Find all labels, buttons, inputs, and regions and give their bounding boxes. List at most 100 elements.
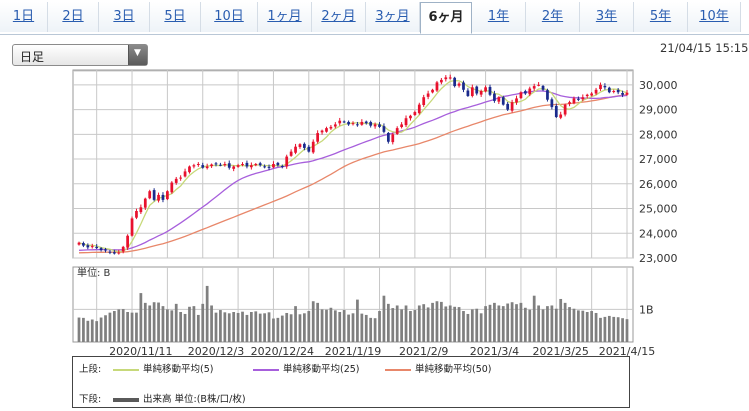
volume-bar bbox=[174, 303, 178, 342]
volume-bar bbox=[581, 310, 585, 342]
tab-13[interactable]: 10年 bbox=[688, 2, 741, 32]
candle-body bbox=[435, 82, 439, 91]
candle-body bbox=[258, 163, 262, 166]
y-tick-label: 27,000 bbox=[639, 153, 678, 166]
volume-bar bbox=[223, 312, 227, 342]
volume-bar bbox=[183, 313, 187, 342]
candle-body bbox=[289, 151, 293, 156]
candle-body bbox=[484, 87, 487, 92]
candle-interval-select[interactable]: 日足 ▼ bbox=[12, 44, 148, 66]
tab-8[interactable]: 6ヶ月 bbox=[420, 2, 472, 34]
candle-body bbox=[493, 93, 496, 101]
candle-body bbox=[532, 86, 536, 89]
candle-body bbox=[188, 166, 191, 173]
y-tick-label: 25,000 bbox=[639, 203, 678, 216]
candle-body bbox=[546, 90, 549, 100]
volume-bar bbox=[519, 302, 523, 342]
x-tick-label: 2021/3/25 bbox=[533, 345, 589, 356]
volume-bar bbox=[192, 306, 196, 342]
candle-body bbox=[307, 146, 311, 152]
volume-bar bbox=[329, 307, 333, 342]
candle-body bbox=[572, 98, 576, 104]
candle-body bbox=[497, 97, 501, 102]
candle-body bbox=[342, 121, 346, 123]
volume-bar bbox=[170, 310, 174, 342]
volume-bar bbox=[444, 306, 448, 342]
candle-body bbox=[612, 91, 616, 93]
volume-bar bbox=[126, 312, 129, 342]
volume-bar bbox=[356, 299, 359, 342]
volume-bar bbox=[139, 293, 143, 342]
volume-bar bbox=[205, 285, 209, 342]
tab-2[interactable]: 3日 bbox=[99, 2, 150, 32]
candle-body bbox=[382, 126, 386, 132]
tab-0[interactable]: 1日 bbox=[0, 2, 48, 32]
legend-lower-label: 下段: bbox=[79, 394, 102, 405]
candle-body bbox=[152, 190, 156, 200]
candle-body bbox=[214, 163, 218, 165]
candle-body bbox=[559, 114, 563, 118]
volume-bar bbox=[342, 310, 346, 342]
candle-body bbox=[616, 89, 620, 93]
volume-bar bbox=[599, 317, 602, 342]
volume-bar bbox=[369, 317, 373, 342]
tab-4[interactable]: 10日 bbox=[201, 2, 258, 32]
x-tick-label: 2020/12/24 bbox=[251, 345, 314, 356]
x-tick-label: 2021/3/4 bbox=[470, 345, 519, 356]
tab-6[interactable]: 2ヶ月 bbox=[312, 2, 366, 32]
tab-1[interactable]: 2日 bbox=[48, 2, 99, 32]
volume-bar bbox=[351, 313, 355, 342]
chart-legend: 上段: 単純移動平均(5) 単純移動平均(25) 単純移動平均(50) 下段: … bbox=[72, 356, 630, 408]
candle-body bbox=[599, 84, 602, 90]
tab-7[interactable]: 3ヶ月 bbox=[366, 2, 420, 32]
volume-bar bbox=[245, 314, 249, 342]
volume-bar bbox=[475, 308, 479, 342]
dropdown-button[interactable]: ▼ bbox=[128, 45, 147, 65]
candle-body bbox=[90, 246, 94, 248]
candle-body bbox=[417, 104, 421, 114]
legend-volume-label: 出来高 単位:(B株/口/枚) bbox=[143, 394, 246, 405]
candle-body bbox=[488, 86, 492, 95]
volume-bar bbox=[108, 312, 112, 342]
candle-body bbox=[519, 92, 523, 99]
volume-bar bbox=[417, 305, 421, 342]
volume-bar bbox=[422, 304, 426, 342]
volume-bar bbox=[303, 313, 306, 342]
candle-body bbox=[130, 218, 134, 236]
tab-9[interactable]: 1年 bbox=[472, 2, 526, 32]
tab-11[interactable]: 3年 bbox=[580, 2, 634, 32]
candle-body bbox=[386, 132, 390, 142]
candle-body bbox=[170, 182, 174, 193]
period-tab-bar: 1日 2日 3日 5日 10日 1ヶ月 2ヶ月 3ヶ月 6ヶ月 1年 2年 3年 5年 10年 bbox=[0, 0, 749, 35]
volume-bar bbox=[99, 317, 103, 342]
candle-body bbox=[104, 249, 107, 251]
candle-body bbox=[117, 252, 121, 254]
candle-body bbox=[320, 130, 324, 133]
candle-body bbox=[196, 164, 200, 165]
tab-10[interactable]: 2年 bbox=[526, 2, 580, 32]
volume-bar bbox=[466, 313, 470, 342]
tab-12[interactable]: 5年 bbox=[634, 2, 688, 32]
volume-bar bbox=[386, 303, 390, 342]
volume-bar bbox=[532, 295, 536, 342]
volume-bar bbox=[537, 305, 540, 342]
candle-body bbox=[444, 77, 448, 80]
candle-body bbox=[373, 124, 377, 127]
volume-bar bbox=[621, 318, 624, 342]
candle-body bbox=[112, 252, 116, 254]
candle-body bbox=[351, 123, 355, 125]
volume-bar bbox=[572, 308, 576, 342]
volume-bar bbox=[320, 309, 324, 342]
volume-bar bbox=[462, 311, 465, 342]
y-tick-label: 30,000 bbox=[639, 79, 678, 92]
candle-body bbox=[95, 246, 99, 249]
candle-body bbox=[470, 87, 474, 96]
candle-body bbox=[99, 248, 103, 251]
tab-3[interactable]: 5日 bbox=[150, 2, 201, 32]
candle-body bbox=[585, 94, 589, 97]
volume-bar bbox=[497, 305, 501, 342]
candle-body bbox=[413, 112, 417, 116]
tab-5[interactable]: 1ヶ月 bbox=[258, 2, 312, 32]
volume-bar bbox=[280, 315, 284, 342]
volume-bar bbox=[541, 309, 545, 342]
